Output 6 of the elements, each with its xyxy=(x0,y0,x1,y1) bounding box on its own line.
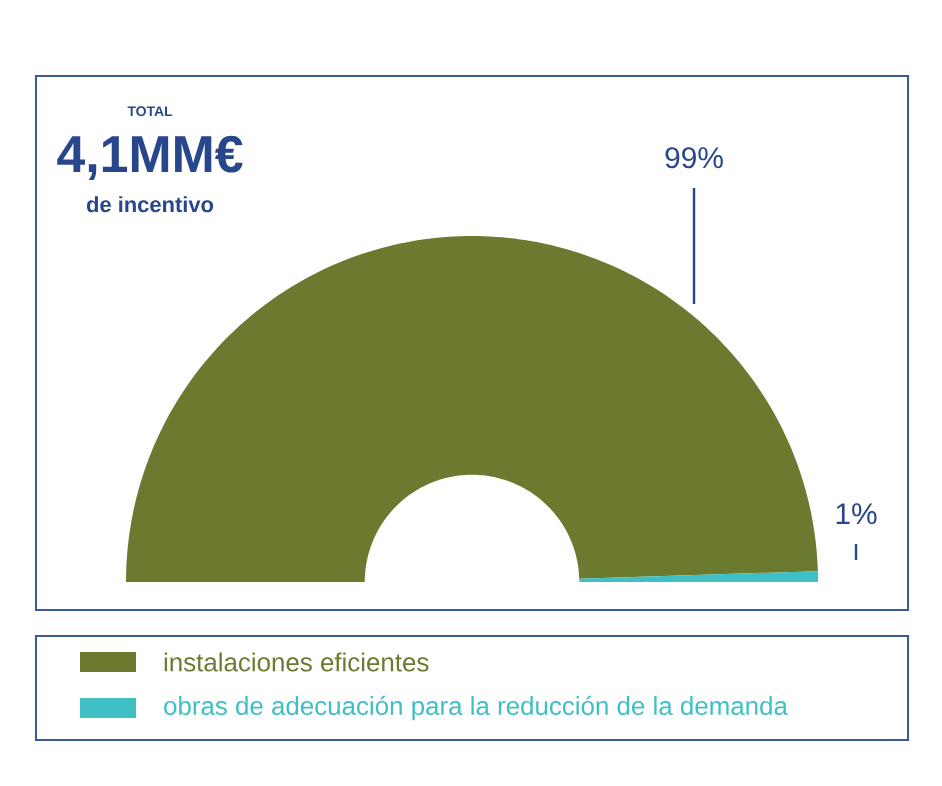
data-label: 99% xyxy=(665,147,723,169)
text: 4,1MM€ xyxy=(57,135,243,181)
data-label: 1% xyxy=(836,503,877,525)
legend-label: instalaciones eficientes xyxy=(164,652,429,672)
text: de incentivo xyxy=(86,196,214,213)
legend-label: obras de adecuación para la reducción de la demanda xyxy=(164,695,788,721)
